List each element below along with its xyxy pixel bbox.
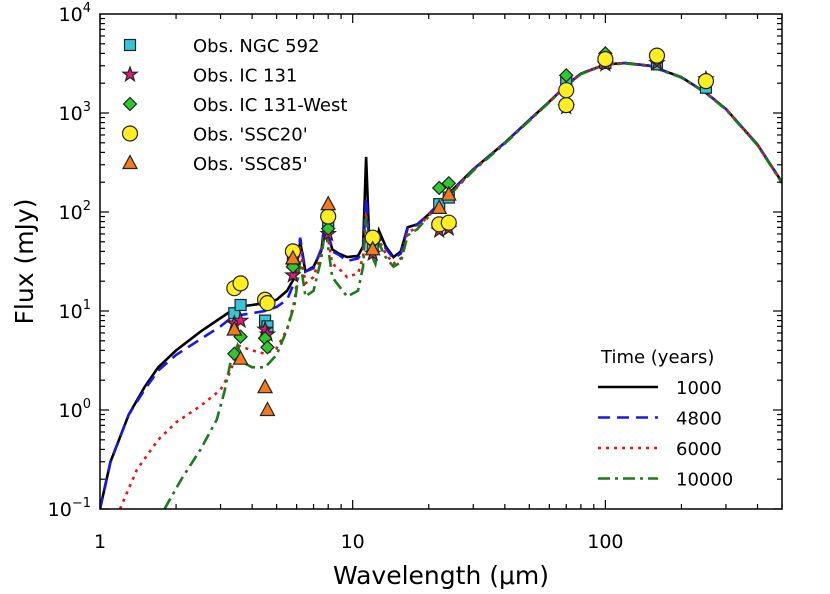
legend-label-obs: Obs. NGC 592 (193, 36, 319, 57)
x-axis-label: Wavelength (μm) (333, 561, 549, 590)
obs-point-4 (232, 349, 249, 365)
obs-point-4 (440, 185, 457, 201)
obs-point-3 (597, 51, 614, 68)
obs-point-4 (259, 401, 276, 417)
obs-point-2 (431, 180, 447, 196)
observation-markers (225, 46, 715, 417)
legend-label-time: 1000 (676, 378, 722, 399)
time-legend-title: Time (years) (600, 347, 714, 368)
obs-point-1 (231, 311, 250, 329)
y-tick-label: 10−1 (48, 496, 91, 521)
observation-legend: Obs. NGC 592 Obs. IC 131 Obs. IC 131-West O… (121, 36, 347, 175)
legend-marker-4 (121, 154, 139, 170)
y-axis-label: Flux (mJy) (10, 199, 39, 325)
plot-frame (99, 13, 783, 510)
obs-point-4 (320, 195, 337, 211)
obs-point-1 (284, 265, 302, 283)
obs-point-0 (234, 298, 247, 312)
x-tick-label: 1 (94, 531, 106, 553)
legend-label-time: 10000 (676, 470, 733, 491)
obs-point-3 (232, 275, 249, 292)
obs-point-3 (697, 73, 715, 90)
plot-area (100, 46, 782, 509)
time-legend: Time (years) 1000 4800 6000 10000 (598, 347, 733, 491)
legend-label-time: 6000 (676, 439, 722, 460)
legend-marker-1 (121, 65, 139, 83)
y-tick-label: 104 (59, 1, 91, 26)
obs-point-2 (320, 221, 336, 236)
y-tick-label: 102 (59, 199, 91, 224)
legend-label-obs: Obs. IC 131 (193, 66, 297, 87)
legend-label-obs: Obs. 'SSC85' (193, 154, 308, 175)
obs-point-2 (260, 339, 275, 355)
obs-point-4 (226, 320, 243, 336)
obs-point-3 (558, 97, 575, 114)
obs-point-3 (259, 295, 276, 312)
obs-point-4 (431, 199, 448, 215)
x-tick-label: 10 (341, 531, 365, 553)
obs-point-3 (558, 82, 575, 99)
y-tick-label: 100 (59, 397, 91, 422)
legend-marker-2 (122, 96, 138, 112)
obs-point-3 (320, 208, 337, 225)
legend-label-obs: Obs. 'SSC20' (193, 125, 308, 146)
obs-point-3 (440, 214, 457, 231)
x-tick-label: 100 (587, 531, 623, 553)
legend-marker-3 (121, 125, 139, 142)
axis-ticks: 1 10 100 10−1 100 101 102 103 104 (48, 1, 783, 553)
legend-label-obs: Obs. IC 131-West (193, 95, 347, 116)
legend-label-time: 4800 (676, 409, 722, 430)
obs-point-4 (364, 240, 381, 256)
y-tick-label: 101 (59, 298, 91, 323)
obs-point-3 (648, 47, 666, 64)
obs-point-2 (558, 68, 574, 83)
legend-marker-0 (123, 38, 137, 52)
y-tick-label: 103 (59, 100, 91, 125)
obs-point-4 (257, 378, 274, 394)
obs-point-4 (284, 249, 301, 265)
